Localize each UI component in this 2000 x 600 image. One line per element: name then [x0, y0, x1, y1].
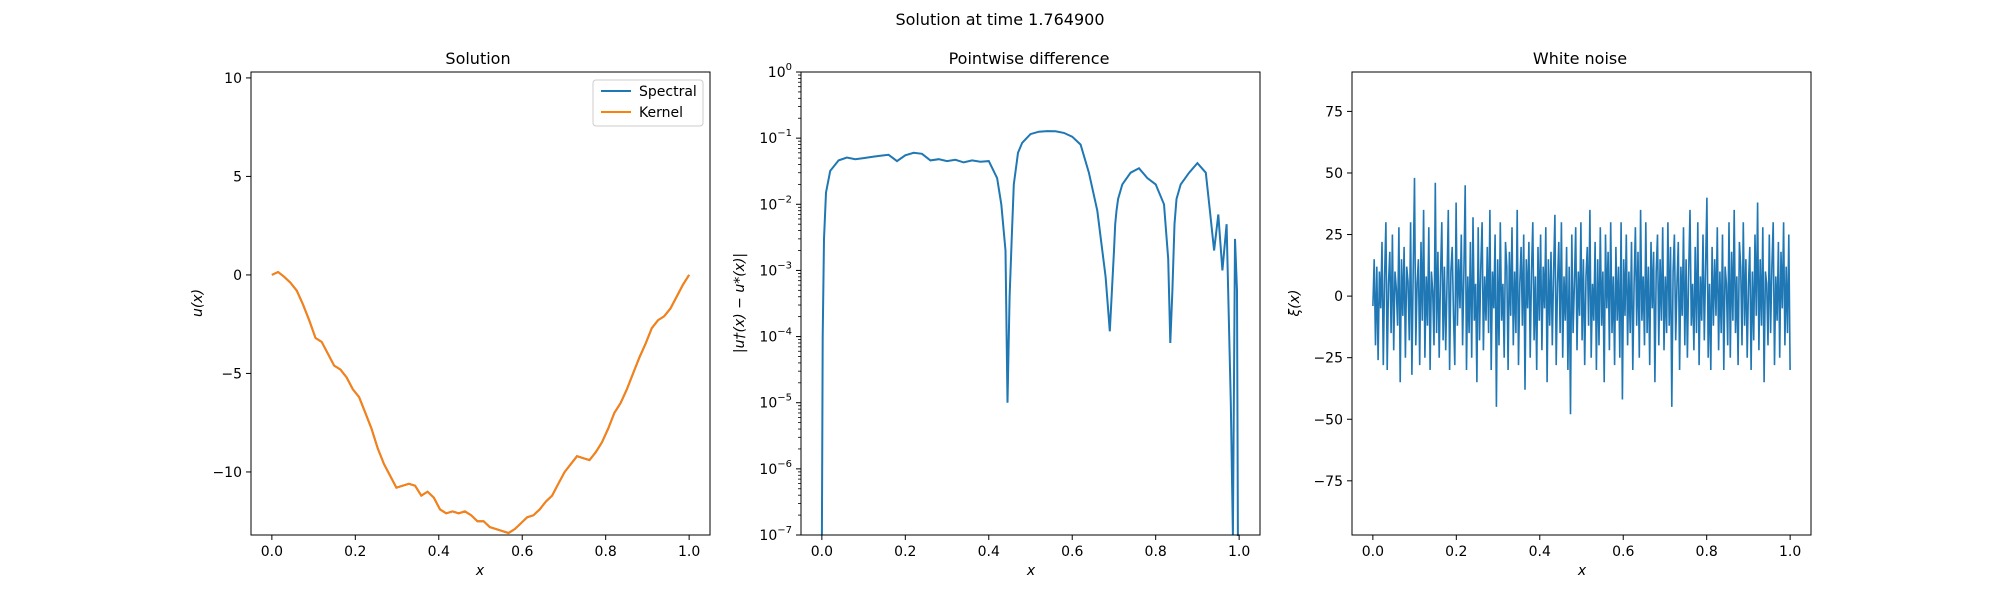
solution-xlabel: x	[475, 563, 485, 579]
noise-xlabel: x	[1577, 563, 1587, 579]
ytick-label: 25	[1325, 228, 1343, 244]
xtick-label: 0.2	[894, 544, 916, 560]
xtick-label: 0.2	[344, 544, 366, 560]
difference-xlabel: x	[1026, 563, 1036, 579]
noise-ylabel: ξ(x)	[1287, 289, 1303, 317]
solution-yticks: −10 −5 0 5 10	[212, 71, 251, 481]
xtick-label: 0.4	[428, 544, 450, 560]
ytick-label: 10−2	[759, 194, 792, 213]
ytick-label: 10	[224, 71, 242, 87]
xtick-label: 0.4	[1529, 544, 1551, 560]
xtick-label: 0.2	[1445, 544, 1467, 560]
solution-plot-area	[271, 270, 690, 535]
xtick-label: 0.0	[261, 544, 283, 560]
ytick-label: 100	[768, 62, 792, 81]
panel-noise: White noise 0.0 0.2 0.4 0.6 0.8 1.0 −75 −50 −25…	[1287, 49, 1812, 579]
ytick-label: −5	[221, 366, 242, 382]
ytick-label: 50	[1325, 166, 1343, 182]
ytick-label: −25	[1313, 351, 1343, 367]
solution-xticks: 0.0 0.2 0.4 0.6 0.8 1.0	[261, 535, 700, 560]
xtick-label: 1.0	[1779, 544, 1801, 560]
figure-suptitle: Solution at time 1.764900	[895, 10, 1104, 29]
solution-axes-frame	[250, 71, 711, 536]
difference-ylabel: |u†(x) − u*(x)|	[732, 253, 748, 353]
ytick-label: 10−3	[759, 260, 792, 279]
difference-yticks: 10−7 10−6 10−5 10−4 10−3 10−2 10−1 100	[759, 62, 801, 544]
series-kernel-line	[271, 270, 690, 535]
ytick-label: 0	[1334, 289, 1343, 305]
ytick-label: 5	[233, 169, 242, 185]
noise-xticks: 0.0 0.2 0.4 0.6 0.8 1.0	[1362, 535, 1801, 560]
ytick-label: 0	[233, 268, 242, 284]
series-spectral-line	[271, 270, 690, 535]
xtick-label: 0.8	[595, 544, 617, 560]
noise-plot-area	[1372, 177, 1791, 415]
xtick-label: 0.4	[978, 544, 1000, 560]
ytick-label: 75	[1325, 104, 1343, 120]
xtick-label: 0.0	[1362, 544, 1384, 560]
xtick-label: 1.0	[678, 544, 700, 560]
difference-xticks: 0.0 0.2 0.4 0.6 0.8 1.0	[811, 535, 1250, 560]
noise-axes-frame	[1351, 71, 1812, 536]
ytick-label: 10−7	[759, 525, 792, 544]
xtick-label: 0.6	[511, 544, 533, 560]
panel-difference: Pointwise difference 0.0 0.2 0.4 0.6 0.8 1.0 …	[732, 49, 1261, 579]
ytick-label: −75	[1313, 474, 1343, 490]
solution-title: Solution	[445, 49, 510, 68]
xtick-label: 0.6	[1061, 544, 1083, 560]
noise-yticks: −75 −50 −25 0 25 50 75	[1313, 104, 1352, 490]
xtick-label: 0.0	[811, 544, 833, 560]
ytick-label: 10−5	[759, 393, 792, 412]
ytick-label: 10−6	[759, 459, 792, 478]
solution-legend: Spectral Kernel	[592, 79, 704, 127]
ytick-label: 10−1	[759, 128, 792, 147]
xtick-label: 0.8	[1145, 544, 1167, 560]
xtick-label: 0.8	[1696, 544, 1718, 560]
ytick-label: −50	[1313, 412, 1343, 428]
solution-ylabel: u(x)	[190, 289, 206, 317]
xtick-label: 0.6	[1612, 544, 1634, 560]
difference-plot-area	[820, 130, 1240, 536]
legend-label-spectral: Spectral	[639, 84, 697, 100]
difference-line	[820, 130, 1240, 536]
legend-label-kernel: Kernel	[639, 105, 683, 121]
ytick-label: 10−4	[759, 327, 792, 346]
noise-title: White noise	[1533, 49, 1627, 68]
noise-line	[1372, 177, 1791, 415]
xtick-label: 1.0	[1228, 544, 1250, 560]
difference-axes-frame	[800, 71, 1261, 536]
ytick-label: −10	[212, 465, 242, 481]
difference-title: Pointwise difference	[949, 49, 1110, 68]
